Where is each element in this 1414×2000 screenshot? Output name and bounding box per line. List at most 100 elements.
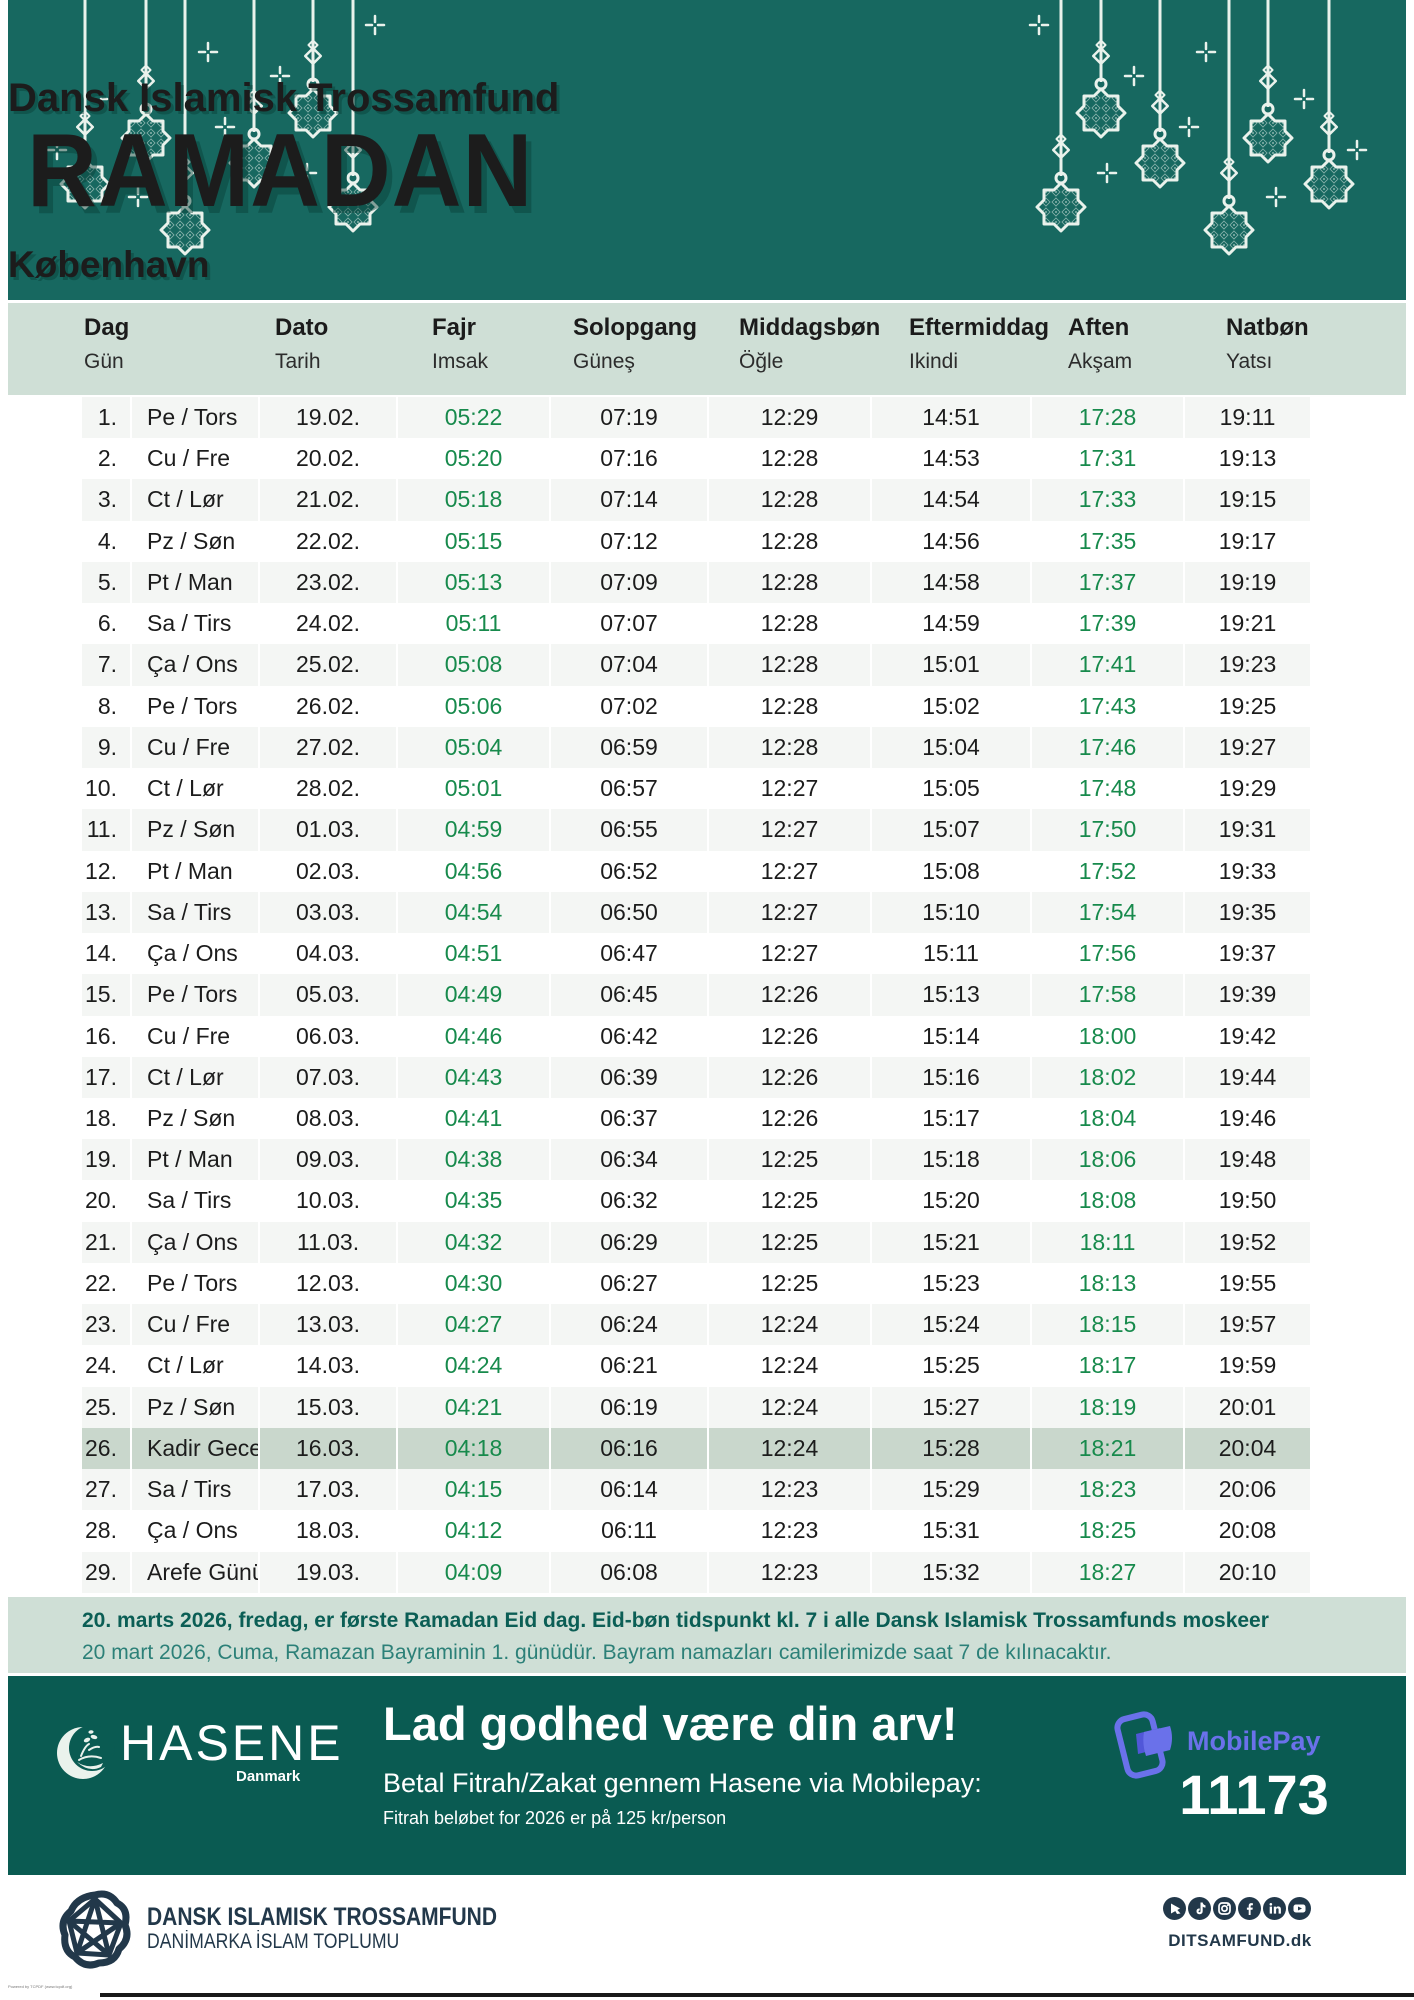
fajr-cell: 04:49 [398,974,551,1016]
date-cell: 09.03. [260,1139,398,1181]
sunrise-cell: 06:14 [551,1469,709,1511]
day-cell: Sa / Tirs [132,891,260,934]
row-number: 4. [82,520,132,562]
linkedin-icon[interactable] [1263,1897,1286,1920]
maghrib-cell: 17:58 [1032,974,1185,1016]
fajr-cell: 04:41 [398,1097,551,1140]
dhuhr-cell: 12:26 [709,1056,872,1098]
day-cell: Arefe Günü [132,1551,260,1593]
row-number: 6. [82,603,132,645]
table-row: 24. Ct / Lør 14.03. 04:24 06:21 12:24 15… [82,1345,1310,1387]
date-cell: 25.02. [260,644,398,686]
play-icon[interactable] [1163,1897,1186,1920]
isha-cell: 19:44 [1218,1063,1277,1090]
table-row: 12. Pt / Man 02.03. 04:56 06:52 12:27 15… [82,850,1310,892]
fajr-cell: 04:09 [398,1551,551,1593]
isha-cell: 19:37 [1218,940,1277,967]
date-cell: 11.03. [260,1221,398,1263]
maghrib-cell: 18:04 [1032,1097,1185,1140]
maghrib-cell: 17:41 [1032,644,1185,686]
table-row: 16. Cu / Fre 06.03. 04:46 06:42 12:26 15… [82,1015,1310,1057]
dhuhr-cell: 12:28 [709,644,872,686]
dhuhr-cell: 12:25 [709,1221,872,1263]
date-cell: 27.02. [260,726,398,769]
fajr-cell: 04:51 [398,933,551,975]
day-cell: Ct / Lør [132,479,260,521]
isha-cell: 19:25 [1218,692,1277,719]
dhuhr-cell: 12:24 [709,1345,872,1387]
isha-cell: 19:46 [1218,1104,1277,1131]
asr-cell: 15:17 [872,1097,1032,1140]
date-cell: 02.03. [260,850,398,892]
asr-cell: 15:32 [872,1551,1032,1593]
asr-cell: 15:02 [872,685,1032,727]
row-number: 13. [82,891,132,934]
date-cell: 05.03. [260,974,398,1016]
dhuhr-cell: 12:27 [709,768,872,810]
dhuhr-cell: 12:23 [709,1510,872,1552]
youtube-icon[interactable] [1288,1897,1311,1920]
sunrise-cell: 07:04 [551,644,709,686]
website-link[interactable]: DITSAMFUND.dk [1168,1931,1312,1950]
dhuhr-cell: 12:27 [709,891,872,934]
maghrib-cell: 18:11 [1032,1221,1185,1263]
row-number: 25. [82,1386,132,1428]
asr-cell: 15:05 [872,768,1032,810]
table-row: 6. Sa / Tirs 24.02. 05:11 07:07 12:28 14… [82,603,1310,645]
sunrise-cell: 06:29 [551,1221,709,1263]
table-row: 14. Ça / Ons 04.03. 04:51 06:47 12:27 15… [82,933,1310,975]
sunrise-cell: 06:47 [551,933,709,975]
isha-cell: 19:27 [1218,733,1277,760]
asr-cell: 15:10 [872,891,1032,934]
isha-cell: 19:23 [1218,651,1277,678]
asr-cell: 15:08 [872,850,1032,892]
date-cell: 16.03. [260,1427,398,1470]
sunrise-cell: 06:32 [551,1180,709,1222]
table-row: 13. Sa / Tirs 03.03. 04:54 06:50 12:27 1… [82,891,1310,934]
date-cell: 07.03. [260,1056,398,1098]
fajr-cell: 04:12 [398,1510,551,1552]
sunrise-cell: 06:21 [551,1345,709,1387]
column-header-asr: Eftermiddag Ikindi [909,314,1050,373]
eid-note-turkish: 20 mart 2026, Cuma, Ramazan Bayraminin 1… [82,1641,1112,1664]
day-cell: Ça / Ons [132,644,260,686]
tiktok-icon[interactable] [1188,1897,1211,1920]
asr-cell: 15:27 [872,1386,1032,1428]
fajr-cell: 05:08 [398,644,551,686]
maghrib-cell: 17:31 [1032,438,1185,480]
isha-cell: 19:39 [1218,981,1277,1008]
day-cell: Ça / Ons [132,1510,260,1552]
asr-cell: 14:53 [872,438,1032,480]
dhuhr-cell: 12:28 [709,603,872,645]
table-row: 18. Pz / Søn 08.03. 04:41 06:37 12:26 15… [82,1097,1310,1140]
day-cell: Pt / Man [132,1139,260,1181]
facebook-icon[interactable] [1238,1897,1261,1920]
date-cell: 24.02. [260,603,398,645]
row-number: 28. [82,1510,132,1552]
table-row: 27. Sa / Tirs 17.03. 04:15 06:14 12:23 1… [82,1469,1310,1511]
row-number: 26. [82,1427,132,1470]
date-cell: 19.03. [260,1551,398,1593]
table-row: 20. Sa / Tirs 10.03. 04:35 06:32 12:25 1… [82,1180,1310,1222]
day-cell: Cu / Fre [132,726,260,769]
table-row: 4. Pz / Søn 22.02. 05:15 07:12 12:28 14:… [82,520,1310,562]
sunrise-cell: 06:39 [551,1056,709,1098]
asr-cell: 15:07 [872,809,1032,851]
table-row: 21. Ça / Ons 11.03. 04:32 06:29 12:25 15… [82,1221,1310,1263]
maghrib-cell: 18:19 [1032,1386,1185,1428]
maghrib-cell: 17:46 [1032,726,1185,769]
asr-cell: 15:20 [872,1180,1032,1222]
isha-cell: 19:19 [1218,568,1277,595]
row-number: 5. [82,561,132,604]
dhuhr-cell: 12:24 [709,1427,872,1470]
maghrib-cell: 17:56 [1032,933,1185,975]
maghrib-cell: 17:54 [1032,891,1185,934]
maghrib-cell: 18:08 [1032,1180,1185,1222]
maghrib-cell: 18:17 [1032,1345,1185,1387]
fajr-cell: 04:35 [398,1180,551,1222]
maghrib-cell: 18:23 [1032,1469,1185,1511]
maghrib-cell: 17:33 [1032,479,1185,521]
mobilepay-number: 11173 [1179,1763,1329,1826]
day-cell: Pt / Man [132,561,260,604]
instagram-icon[interactable] [1213,1897,1236,1920]
